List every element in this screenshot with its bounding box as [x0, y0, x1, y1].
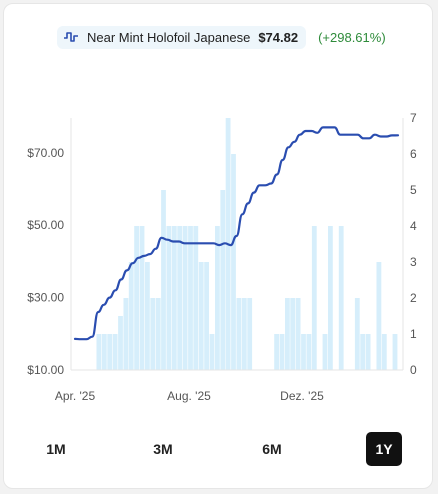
volume-bar	[360, 334, 366, 370]
right-axis-tick-label: 1	[410, 327, 417, 341]
left-axis-ticks: $10.00 $30.00 $50.00 $70.00	[27, 146, 64, 377]
range-button-3m[interactable]: 3M	[153, 441, 173, 457]
left-axis-tick-label: $30.00	[27, 291, 64, 305]
volume-bar	[247, 298, 253, 370]
volume-bar	[161, 190, 166, 370]
volume-bar	[241, 298, 247, 370]
volume-bars	[96, 118, 398, 370]
volume-bar	[209, 334, 215, 370]
volume-bar	[290, 298, 296, 370]
volume-bar	[376, 262, 382, 370]
volume-bar	[193, 226, 199, 370]
price-line	[73, 126, 400, 341]
volume-bar	[188, 226, 193, 370]
price-line-icon	[64, 32, 78, 42]
legend-series-name: Near Mint Holofoil Japanese	[87, 29, 251, 45]
volume-bar	[285, 298, 290, 370]
range-selector: 1M 3M 6M 1Y	[0, 432, 438, 472]
volume-bar	[338, 226, 344, 370]
range-button-6m[interactable]: 6M	[262, 441, 282, 457]
volume-bar	[177, 226, 183, 370]
volume-bar	[215, 226, 220, 370]
volume-bar	[182, 226, 188, 370]
volume-bar	[322, 334, 328, 370]
volume-bar	[107, 334, 113, 370]
left-axis-tick-label: $50.00	[27, 218, 64, 232]
right-axis-tick-label: 0	[410, 363, 417, 377]
x-axis-ticks: Apr. '25 Aug. '25 Dez. '25	[55, 389, 324, 403]
price-chart: $10.00 $30.00 $50.00 $70.00 0 1 2 3 4 5 6 7 Apr. '…	[27, 111, 417, 403]
left-axis-tick-label: $70.00	[27, 146, 64, 160]
right-axis-ticks: 0 1 2 3 4 5 6 7	[410, 111, 417, 377]
range-button-1y[interactable]: 1Y	[366, 432, 402, 466]
right-axis-tick-label: 3	[410, 255, 417, 269]
volume-bar	[112, 334, 118, 370]
volume-bar	[171, 226, 177, 370]
volume-bar	[118, 316, 123, 370]
volume-bar	[236, 298, 242, 370]
volume-bar	[145, 262, 150, 370]
volume-bar	[166, 226, 172, 370]
x-axis-tick-label: Apr. '25	[55, 389, 96, 403]
volume-bar	[306, 334, 312, 370]
volume-bar	[392, 334, 398, 370]
x-axis-tick-label: Aug. '25	[167, 389, 211, 403]
x-axis-tick-label: Dez. '25	[280, 389, 324, 403]
volume-bar	[328, 226, 333, 370]
legend: Near Mint Holofoil Japanese $74.82 (+298…	[57, 24, 386, 50]
right-axis-tick-label: 2	[410, 291, 417, 305]
range-button-1m[interactable]: 1M	[46, 441, 66, 457]
volume-bar	[365, 334, 371, 370]
volume-bar	[274, 334, 279, 370]
volume-bar	[96, 334, 102, 370]
volume-bar	[381, 334, 387, 370]
legend-change: (+298.61%)	[318, 29, 386, 45]
volume-bar	[354, 298, 360, 370]
right-axis-tick-label: 6	[410, 147, 417, 161]
volume-bar	[128, 262, 134, 370]
volume-bar	[301, 334, 306, 370]
volume-bar	[279, 334, 285, 370]
volume-bar	[231, 154, 236, 370]
volume-bar	[123, 298, 129, 370]
volume-bar	[295, 298, 301, 370]
volume-bar	[220, 190, 226, 370]
volume-bar	[311, 226, 317, 370]
right-axis-tick-label: 7	[410, 111, 417, 125]
left-axis-tick-label: $10.00	[27, 363, 64, 377]
right-axis-tick-label: 5	[410, 183, 417, 197]
volume-bar	[134, 226, 139, 370]
volume-bar	[150, 298, 156, 370]
volume-bar	[101, 334, 107, 370]
right-axis-tick-label: 4	[410, 219, 417, 233]
volume-bar	[155, 298, 161, 370]
volume-bar	[139, 226, 145, 370]
legend-series[interactable]: Near Mint Holofoil Japanese $74.82	[57, 25, 307, 49]
volume-bar	[198, 262, 204, 370]
volume-bar	[204, 262, 209, 370]
legend-price: $74.82	[258, 29, 299, 45]
